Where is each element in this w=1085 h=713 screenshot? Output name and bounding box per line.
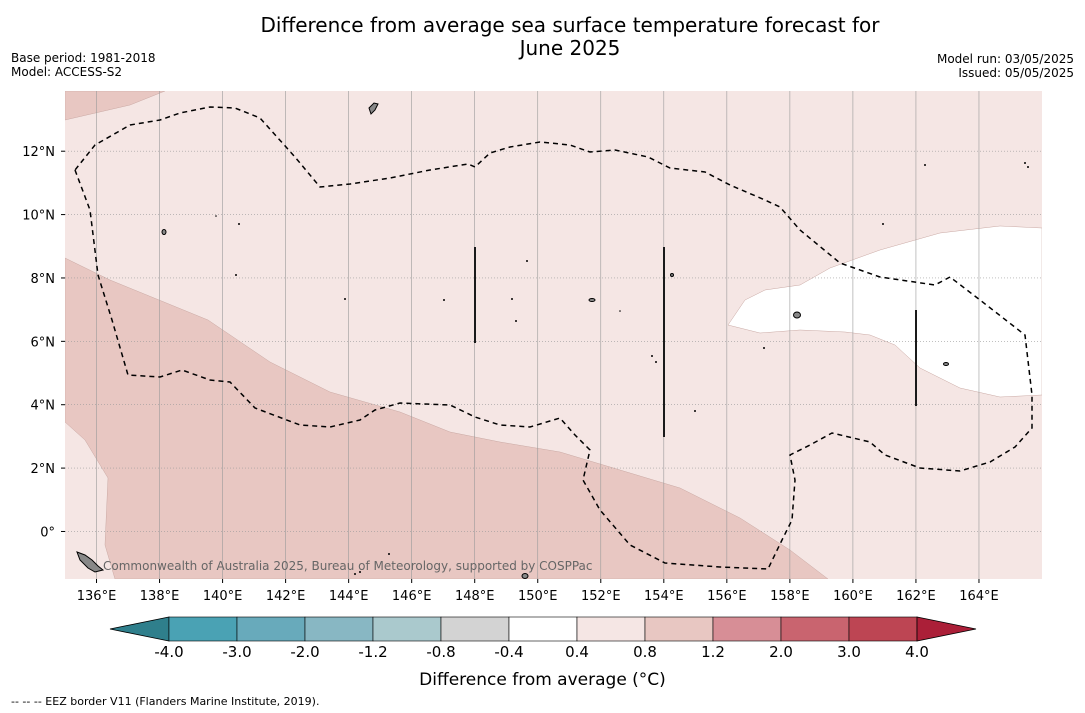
- colorbar-swatch: [304, 616, 374, 642]
- island: [76, 551, 105, 573]
- colorbar-tick-label: -0.4: [494, 643, 524, 661]
- lon-tick-label: 160°E: [833, 589, 873, 604]
- lon-tick-label: 146°E: [392, 589, 432, 604]
- colorbar-tick-label: 4.0: [905, 643, 929, 661]
- lon-tick-label: 148°E: [455, 589, 495, 604]
- island: [161, 229, 167, 235]
- lat-tick-label: 4°N: [31, 399, 56, 414]
- lat-tick-label: 0°: [40, 525, 55, 540]
- colorbar-swatch: [168, 616, 238, 642]
- anomaly-zone-top-left: [65, 91, 166, 121]
- anomaly-zone-near-zero: [727, 225, 1042, 398]
- colorbar-swatch: [440, 616, 510, 642]
- island: [943, 362, 949, 366]
- lat-tick-label: 2°N: [31, 462, 56, 477]
- lon-tick-label: 144°E: [329, 589, 369, 604]
- lon-tick-label: 152°E: [581, 589, 621, 604]
- colorbar-tick-label: -1.2: [358, 643, 388, 661]
- colorbar: [109, 616, 977, 642]
- map-plot-area: Commonwealth of Australia 2025, Bureau o…: [65, 91, 1042, 579]
- colorbar-tick-label: -4.0: [154, 643, 184, 661]
- lon-tick-label: 164°E: [959, 589, 999, 604]
- title-line-2: June 2025: [519, 36, 621, 60]
- island: [588, 298, 596, 302]
- issued-date: Issued: 05/05/2025: [958, 66, 1074, 80]
- colorbar-swatch: [780, 616, 850, 642]
- colorbar-tick-label: -2.0: [290, 643, 320, 661]
- islands: [76, 102, 949, 579]
- lon-tick-label: 162°E: [896, 589, 936, 604]
- colorbar-title: Difference from average (°C): [419, 670, 666, 690]
- colorbar-extend-high: [916, 616, 977, 642]
- colorbar-extend-low: [109, 616, 170, 642]
- colorbar-tick-label: 3.0: [837, 643, 861, 661]
- colorbar-swatch: [236, 616, 306, 642]
- island: [670, 273, 674, 277]
- colorbar-tick-label: 1.2: [701, 643, 725, 661]
- colorbar-swatch: [848, 616, 918, 642]
- lon-tick-label: 136°E: [77, 589, 117, 604]
- lon-tick-label: 140°E: [203, 589, 243, 604]
- lat-tick-label: 8°N: [31, 272, 56, 287]
- colorbar-tick-label: 0.4: [565, 643, 589, 661]
- model-run: Model run: 03/05/2025: [936, 52, 1074, 66]
- lat-tick-label: 10°N: [22, 209, 55, 224]
- colorbar-swatch: [644, 616, 714, 642]
- meta-left: Base period: 1981-2018 Model: ACCESS-S2: [11, 51, 156, 79]
- anomaly-zone-0-8-to-1-2: [65, 257, 829, 579]
- colorbar-tick-label: 0.8: [633, 643, 657, 661]
- map-title: Difference from average sea surface temp…: [220, 14, 920, 60]
- island: [793, 311, 801, 319]
- lon-tick-label: 142°E: [266, 589, 306, 604]
- lat-tick-label: 12°N: [22, 145, 55, 160]
- eez-legend-footnote: -- -- -- EEZ border V11 (Flanders Marine…: [11, 695, 320, 708]
- lon-tick-label: 156°E: [707, 589, 747, 604]
- island: [368, 102, 379, 115]
- colorbar-swatch: [372, 616, 442, 642]
- lat-tick-label: 6°N: [31, 335, 56, 350]
- base-period: Base period: 1981-2018: [11, 51, 156, 65]
- colorbar-swatch: [508, 616, 578, 642]
- island: [521, 573, 529, 579]
- eez-border: [74, 106, 1033, 570]
- lon-tick-label: 158°E: [770, 589, 810, 604]
- lon-tick-label: 154°E: [644, 589, 684, 604]
- lon-tick-label: 150°E: [518, 589, 558, 604]
- meta-right: Model run: 03/05/2025 Issued: 05/05/2025: [937, 52, 1074, 80]
- colorbar-tick-label: 2.0: [769, 643, 793, 661]
- small-islets: [215, 162, 1029, 575]
- colorbar-tick-label: -3.0: [222, 643, 252, 661]
- colorbar-swatch: [712, 616, 782, 642]
- axis-labels: 136°E 138°E 140°E 142°E 144°E 146°E 148°E 150°E…: [22, 145, 999, 604]
- copyright-text: Commonwealth of Australia 2025, Bureau o…: [103, 559, 593, 573]
- lon-tick-label: 138°E: [140, 589, 180, 604]
- model-name: Model: ACCESS-S2: [11, 65, 123, 79]
- title-line-1: Difference from average sea surface temp…: [260, 13, 880, 37]
- colorbar-tick-label: -0.8: [426, 643, 456, 661]
- colorbar-swatch: [576, 616, 646, 642]
